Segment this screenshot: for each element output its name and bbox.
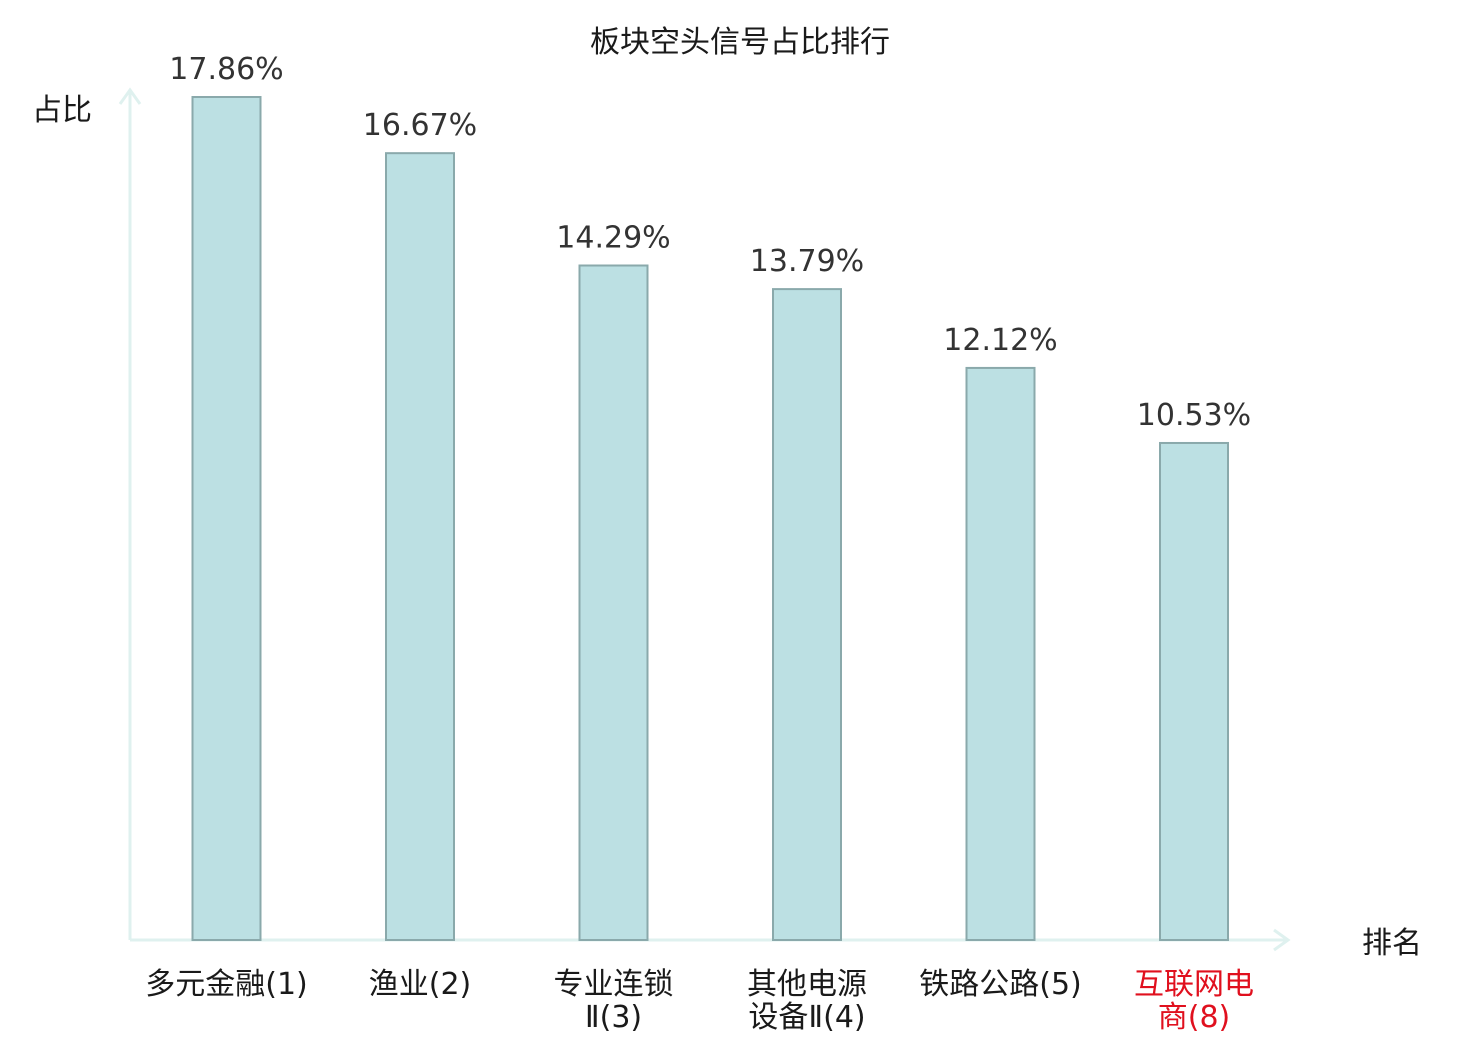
category-label: 渔业(2) [369,967,472,1002]
axes [118,87,1291,952]
bar [578,264,649,941]
category-label: 其他电源 [747,967,867,1002]
y-axis-label: 占比 [32,93,92,128]
x-axis-arrow [1273,928,1291,952]
bar [772,288,842,941]
category-label: 专业连锁 [554,967,674,1002]
x-axis-label: 排名 [1362,926,1422,961]
category-label: 互联网电 [1134,967,1254,1002]
bar-value-label: 16.67% [363,108,477,143]
category-label: Ⅱ(3) [585,1000,642,1035]
bar-value-label: 12.12% [943,323,1057,358]
bar-value-label: 10.53% [1137,398,1251,433]
value-labels-group: 17.86% 16.67% 14.29% 13.79% 12.12% 10.53% [169,52,1251,433]
bar [191,96,262,941]
category-label: 商(8) [1158,1000,1231,1035]
category-label: 铁路公路(5) [919,967,1082,1002]
y-axis-arrow [118,87,142,105]
bar-value-label: 13.79% [750,244,864,279]
bar [1159,441,1229,941]
category-label: 多元金融(1) [145,967,308,1002]
bar-value-label: 17.86% [169,52,283,87]
bar-value-label: 14.29% [556,221,670,256]
chart-title: 板块空头信号占比排行 [590,25,890,60]
bar [965,366,1036,942]
bar [385,152,455,942]
bars-group [191,96,1229,942]
category-label: 设备Ⅱ(4) [748,1000,865,1035]
